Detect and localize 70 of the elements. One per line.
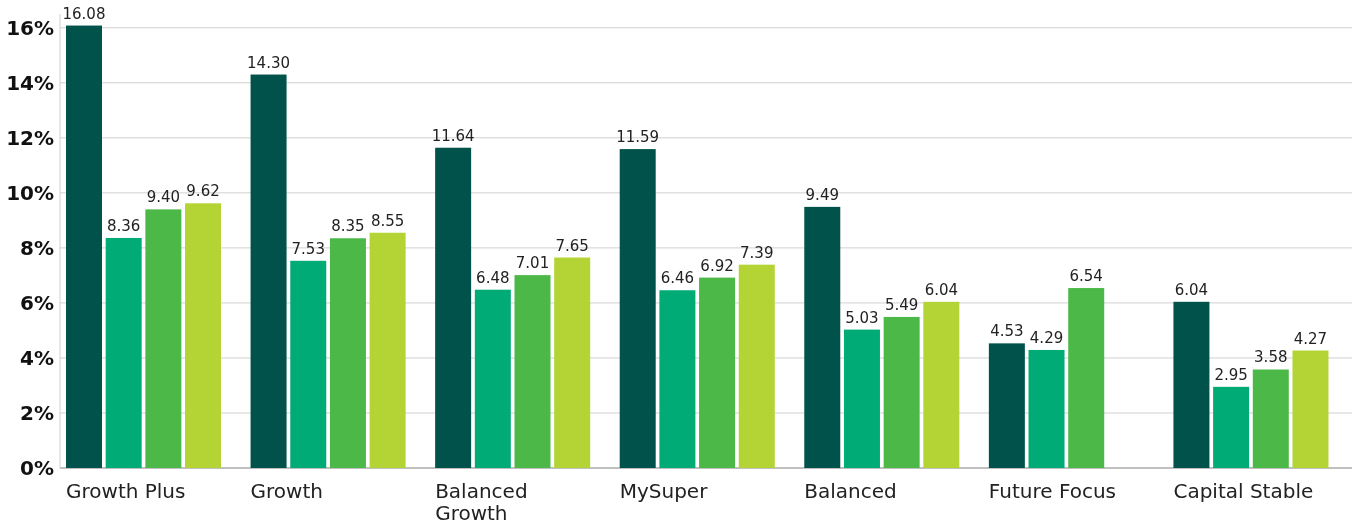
text: 6.04 bbox=[1174, 280, 1209, 299]
text: 4.29 bbox=[1029, 328, 1064, 347]
text: 16.08 bbox=[62, 4, 106, 23]
y-tick-label: 10% bbox=[6, 180, 54, 205]
text: 9.62 bbox=[186, 182, 220, 201]
text: 7.39 bbox=[740, 243, 774, 262]
x-tick-label: Capital Stable bbox=[1173, 479, 1314, 503]
text: 5.49 bbox=[884, 295, 919, 314]
bar bbox=[105, 237, 142, 468]
bar bbox=[738, 264, 775, 468]
bar bbox=[329, 238, 366, 468]
bar bbox=[1292, 350, 1329, 468]
y-tick-label: 0% bbox=[20, 455, 54, 480]
bar bbox=[1173, 301, 1210, 468]
bar bbox=[1028, 349, 1065, 468]
text: 7.65 bbox=[555, 236, 589, 255]
bar bbox=[250, 74, 287, 468]
y-tick-label: 16% bbox=[6, 15, 54, 40]
bar bbox=[1068, 288, 1105, 468]
text: 6.48 bbox=[476, 268, 510, 287]
y-tick-label: 8% bbox=[20, 235, 54, 260]
bar bbox=[988, 343, 1025, 468]
text: 7.01 bbox=[515, 254, 550, 273]
text: 4.53 bbox=[990, 322, 1024, 341]
bar bbox=[699, 277, 736, 468]
bar bbox=[619, 149, 656, 468]
bar bbox=[474, 289, 511, 468]
bar bbox=[145, 209, 182, 468]
y-tick-label: 2% bbox=[20, 400, 54, 425]
bar bbox=[1252, 369, 1289, 468]
bar bbox=[290, 260, 327, 468]
bar bbox=[923, 301, 960, 468]
bar bbox=[185, 203, 222, 468]
x-tick-label: Growth Plus bbox=[66, 479, 186, 503]
x-tick-label: Balanced Growth bbox=[435, 479, 528, 522]
y-tick-label: 6% bbox=[20, 290, 54, 315]
x-tick-label: Balanced bbox=[804, 479, 897, 503]
bar bbox=[843, 329, 880, 468]
text: 6.54 bbox=[1069, 267, 1103, 286]
bar bbox=[435, 147, 472, 468]
text: 3.58 bbox=[1254, 348, 1288, 367]
text: 6.92 bbox=[700, 256, 734, 275]
bar bbox=[66, 25, 102, 468]
text: 11.59 bbox=[616, 128, 660, 147]
bar bbox=[514, 275, 551, 468]
text: 7.53 bbox=[291, 239, 325, 258]
bar bbox=[369, 232, 406, 468]
text: 6.46 bbox=[660, 269, 695, 288]
y-tick-label: 12% bbox=[6, 125, 54, 150]
text: 8.55 bbox=[370, 211, 405, 230]
x-tick-label: MySuper bbox=[619, 479, 709, 503]
y-tick-label: 14% bbox=[6, 70, 54, 95]
text: 2.95 bbox=[1214, 365, 1248, 384]
text: 4.27 bbox=[1293, 329, 1328, 348]
text: 11.64 bbox=[431, 126, 475, 145]
text: 9.40 bbox=[146, 188, 181, 207]
text: 6.04 bbox=[924, 280, 959, 299]
text: 5.03 bbox=[845, 308, 879, 327]
bar bbox=[883, 316, 920, 468]
bar bbox=[659, 290, 696, 468]
bar bbox=[554, 257, 591, 468]
x-tick-label: Future Focus bbox=[988, 479, 1117, 503]
bar bbox=[804, 206, 841, 468]
text: 8.36 bbox=[106, 216, 141, 235]
text: 14.30 bbox=[247, 53, 291, 72]
text: 8.35 bbox=[331, 217, 365, 236]
x-tick-label: Growth bbox=[250, 479, 323, 503]
y-tick-label: 4% bbox=[20, 345, 54, 370]
text: 9.49 bbox=[805, 185, 839, 204]
bar bbox=[1213, 386, 1250, 468]
